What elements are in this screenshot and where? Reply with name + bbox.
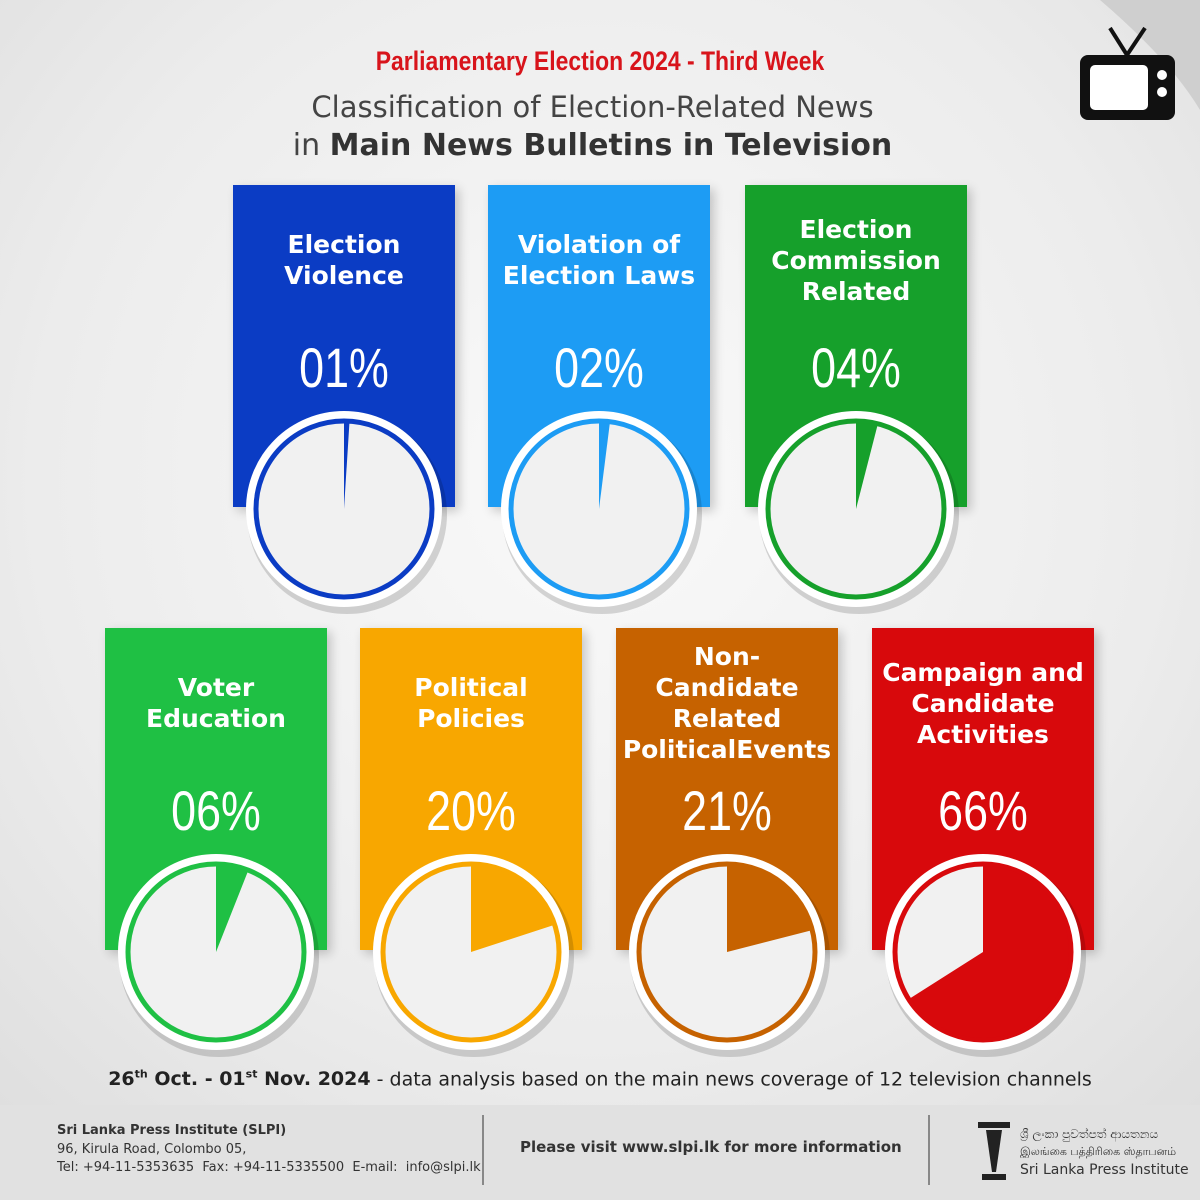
date-part: st (245, 1068, 258, 1081)
subtitle: Classification of Election-Related News (311, 90, 874, 124)
card-title: Election Commission Related (771, 214, 941, 306)
tv-icon (1080, 0, 1200, 120)
value-label: 04% (811, 336, 901, 399)
date-part: Oct. - 01 (147, 1068, 246, 1091)
logo-en: Sri Lanka Press Institute (1020, 1162, 1189, 1178)
card-title: Political Policies (414, 673, 528, 733)
org: Sri Lanka Press Institute (SLPI) (57, 1123, 287, 1138)
value-label: 06% (171, 779, 261, 842)
value-label: 02% (554, 336, 644, 399)
value-label: 66% (938, 779, 1028, 842)
card-title: Voter Education (146, 673, 286, 733)
card-title: Non-Candidate Related PoliticalEvents (622, 642, 832, 764)
card-title: Election Violence (284, 230, 404, 290)
subtitle-prefix: in (292, 128, 321, 163)
pie-slice (727, 866, 811, 952)
visit: Please visit www.slpi.lk for more inform… (520, 1138, 902, 1156)
logo-ta: இலங்கை பத்திரிகை ஸ்தாபனம் (1020, 1145, 1177, 1158)
note: 26th Oct. - 01st Nov. 2024 - data analys… (0, 1068, 1200, 1090)
pie-slice (599, 423, 610, 509)
value-label: 01% (299, 336, 389, 399)
pie-slice (344, 423, 350, 509)
card-title: Violation of Election Laws (502, 230, 696, 290)
contact: Tel: +94-11-5353635 Fax: +94-11-5335500 … (57, 1160, 481, 1175)
value-label: 21% (682, 779, 772, 842)
date-range: 26th Oct. - 01st Nov. 2024 (108, 1068, 370, 1090)
card-title: Campaign and Candidate Activities (882, 657, 1084, 749)
logo-si: ශ්‍රී ලංකා පුවත්පත් ආයතනය (1020, 1127, 1159, 1141)
subtitle-bold: Main News Bulletins in Television (329, 128, 893, 163)
logo-icon (978, 1122, 1010, 1180)
pie-slice (910, 866, 1069, 1038)
footer: Sri Lanka Press Institute (SLPI) 96, Kir… (0, 1105, 1200, 1200)
note-text: - data analysis based on the main news c… (370, 1068, 1092, 1091)
kicker: Parliamentary Election 2024 - Third Week (375, 46, 825, 76)
divider (482, 1115, 484, 1185)
date-part: th (134, 1068, 148, 1081)
address: 96, Kirula Road, Colombo 05, (57, 1142, 247, 1157)
divider (928, 1115, 930, 1185)
pie-slice (856, 423, 878, 509)
subtitle-line: in Main News Bulletins in Television (0, 128, 1185, 163)
date-part: Nov. 2024 (257, 1068, 371, 1091)
pie-slice (471, 865, 553, 952)
value-label: 20% (426, 779, 516, 842)
pie-slice (216, 866, 248, 952)
date-part: 26 (108, 1068, 135, 1091)
